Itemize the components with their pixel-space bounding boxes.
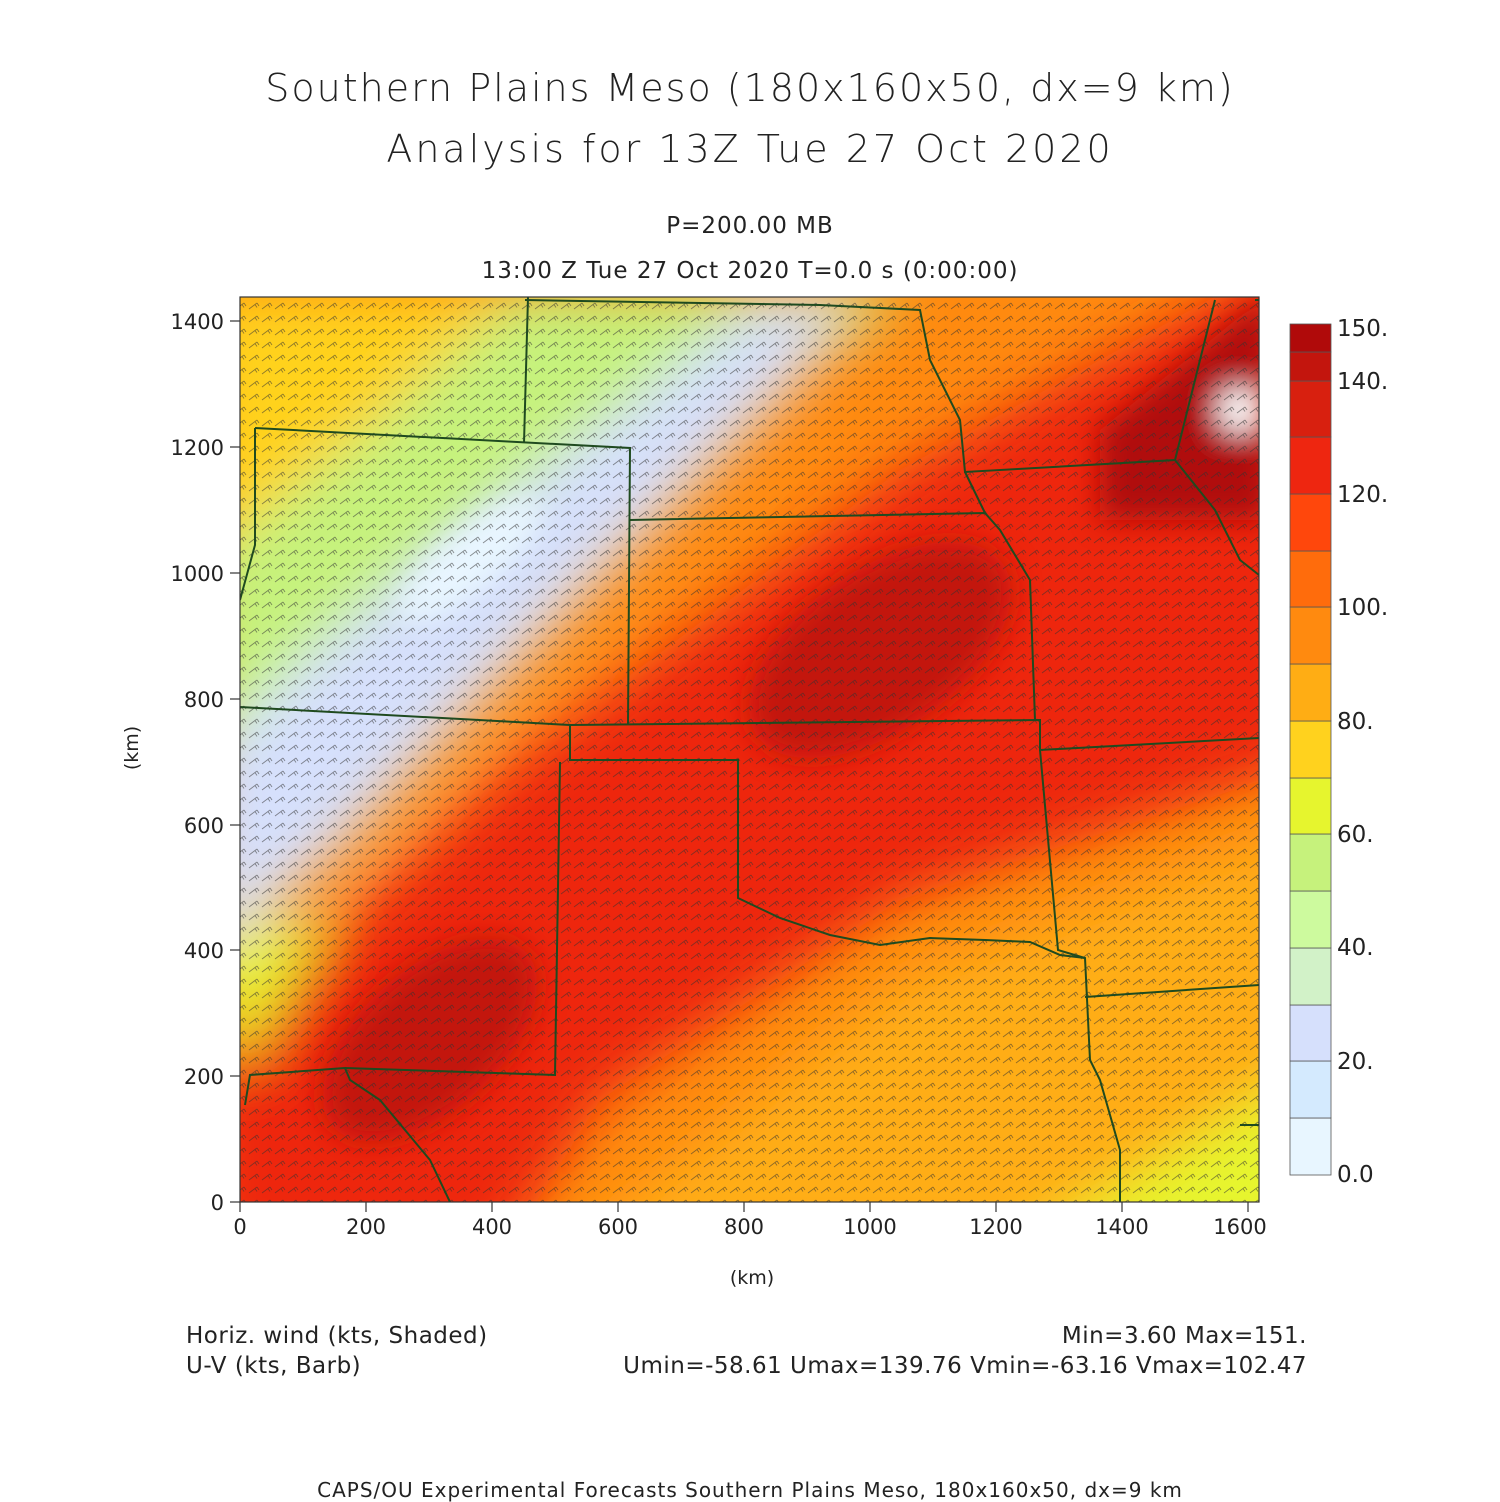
colorbar-label: 20. (1337, 1049, 1374, 1075)
colorbar-label: 120. (1337, 482, 1388, 508)
colorbar-bin (1289, 380, 1332, 438)
x-tick-labels: 0 200 400 600 800 1000 1200 1400 1600 (233, 1215, 1266, 1239)
colorbar-label: 100. (1337, 595, 1388, 621)
colorbar-bin (1289, 493, 1332, 552)
state-boundaries (240, 297, 1259, 1202)
y-tick-label: 1200 (171, 436, 224, 460)
colorbar-bin (1289, 890, 1332, 949)
colorbar-bin (1289, 606, 1332, 665)
colorbar-bin (1289, 351, 1332, 382)
colorbar-bin (1289, 323, 1332, 353)
y-tick-label: 400 (184, 939, 224, 963)
x-tick-label: 800 (724, 1215, 764, 1239)
y-tick-label: 800 (184, 688, 224, 712)
colorbar-label: 60. (1337, 822, 1374, 848)
colorbar-label: 40. (1337, 935, 1374, 961)
x-tick-label: 1000 (843, 1215, 896, 1239)
y-tick-label: 200 (184, 1065, 224, 1089)
x-tick-label: 1600 (1213, 1215, 1266, 1239)
y-axis-label: (km) (121, 726, 143, 770)
x-tick-label: 400 (472, 1215, 512, 1239)
colorbar-bin (1289, 1117, 1332, 1176)
valid-time-label: 13:00 Z Tue 27 Oct 2020 T=0.0 s (0:00:00… (481, 258, 1019, 284)
colorbar-label: 140. (1337, 369, 1388, 395)
colorbar: 0.0 20. 40. 60. 80. 100. 120. 140. 150. (1289, 316, 1388, 1188)
colorbar-bin (1289, 663, 1332, 722)
y-tick-label: 1000 (171, 562, 224, 586)
colorbar-bin (1289, 436, 1332, 495)
uv-stats-label: Umin=-58.61 Umax=139.76 Vmin=-63.16 Vmax… (623, 1353, 1307, 1379)
plot-frame (239, 296, 1260, 1203)
colorbar-label: 0.0 (1337, 1162, 1374, 1188)
shaded-field-label: Horiz. wind (kts, Shaded) (186, 1323, 488, 1349)
colorbar-bin (1289, 833, 1332, 892)
colorbar-bin (1289, 550, 1332, 608)
colorbar-labels: 0.0 20. 40. 60. 80. 100. 120. 140. 150. (1337, 316, 1388, 1188)
y-tick-label: 1400 (171, 310, 224, 334)
credit-line: CAPS/OU Experimental Forecasts Southern … (317, 1478, 1183, 1502)
x-tick-label: 1400 (1095, 1215, 1148, 1239)
colorbar-label: 80. (1337, 709, 1374, 735)
colorbar-bin (1289, 777, 1332, 835)
axis-ticks (230, 320, 1249, 1212)
wind-speed-field (240, 297, 1259, 1202)
x-axis-label: (km) (730, 1267, 774, 1289)
colorbar-bin (1289, 720, 1332, 779)
y-tick-labels: 0 200 400 600 800 1000 1200 1400 (171, 310, 224, 1215)
pressure-level-label: P=200.00 MB (666, 213, 834, 239)
y-tick-label: 600 (184, 814, 224, 838)
barb-field-label: U-V (kts, Barb) (186, 1353, 362, 1379)
x-tick-label: 0 (233, 1215, 246, 1239)
x-tick-label: 200 (346, 1215, 386, 1239)
x-tick-label: 1200 (969, 1215, 1022, 1239)
map-subtitle: Analysis for 13Z Tue 27 Oct 2020 (386, 127, 1114, 171)
colorbar-bin (1289, 947, 1332, 1006)
colorbar-bin (1289, 1004, 1332, 1062)
colorbar-bin (1289, 1060, 1332, 1119)
y-tick-label: 0 (211, 1191, 224, 1215)
map-title: Southern Plains Meso (180x160x50, dx=9 k… (265, 66, 1235, 110)
min-max-label: Min=3.60 Max=151. (1061, 1323, 1307, 1349)
x-tick-label: 600 (598, 1215, 638, 1239)
colorbar-label: 150. (1337, 316, 1388, 342)
